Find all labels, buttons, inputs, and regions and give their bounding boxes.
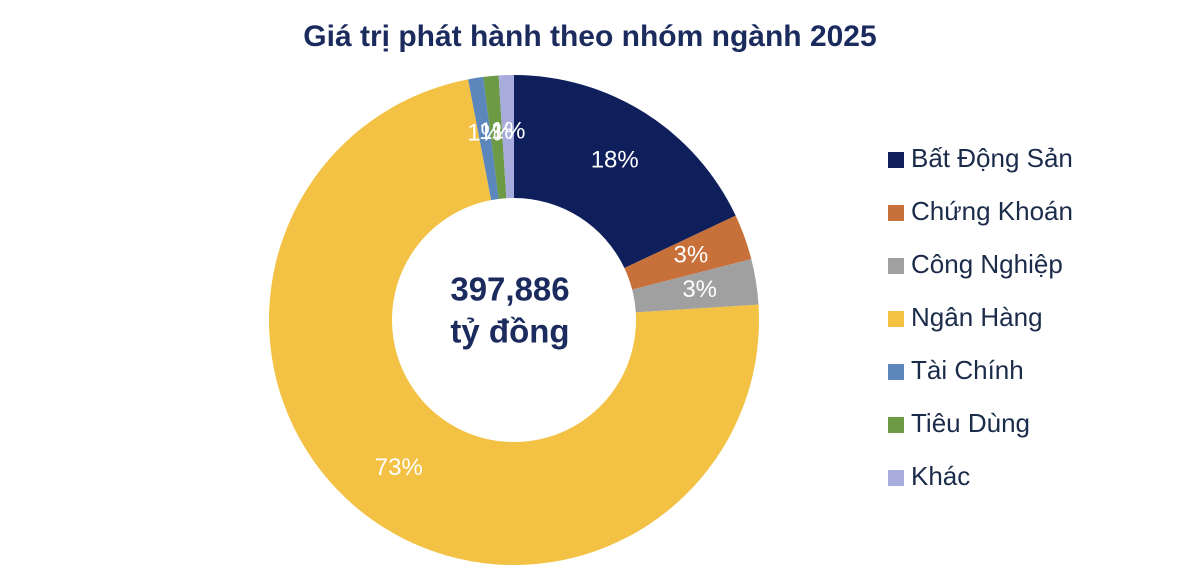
donut-slice [514,75,736,269]
donut-slice [468,76,499,201]
data-label: 1% [467,120,502,147]
legend-swatch [888,152,904,168]
legend-label: Công Nghiệp [911,249,1063,279]
legend-swatch [888,311,904,327]
data-label: 18% [591,147,639,174]
legend-label: Tài Chính [911,355,1024,385]
center-unit: tỷ đồng [450,313,569,350]
donut-slice [624,215,752,290]
legend-label: Khác [911,461,970,491]
donut-slice [483,75,507,199]
center-value: 397,886 [450,271,569,308]
data-label: 3% [674,242,709,269]
legend-swatch [888,417,904,433]
donut-slice [632,259,759,313]
chart-title: Giá trị phát hành theo nhóm ngành 2025 [303,20,876,53]
data-label: 73% [375,454,423,481]
data-label: 1% [491,117,526,144]
legend-swatch [888,364,904,380]
donut-slice [498,75,514,199]
legend-label: Bất Động Sản [911,143,1073,173]
legend-swatch [888,258,904,274]
legend-swatch [888,470,904,486]
data-label: 3% [682,276,717,303]
donut-slice [268,79,759,565]
data-label: 1% [479,118,514,145]
legend-swatch [888,205,904,221]
legend-label: Chứng Khoán [911,196,1073,226]
legend-label: Tiêu Dùng [911,408,1030,438]
legend-label: Ngân Hàng [911,302,1043,332]
